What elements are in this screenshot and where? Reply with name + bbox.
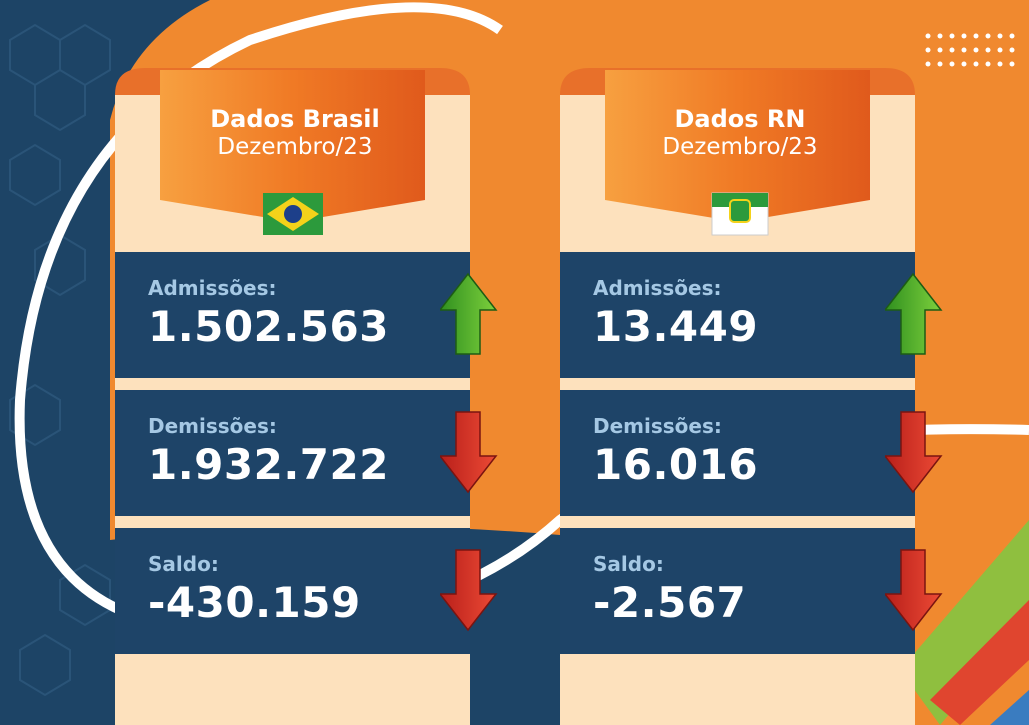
trend-arrow bbox=[885, 272, 943, 355]
panel-title: Dados Brasil bbox=[210, 105, 380, 133]
panel: Dados Brasil Dezembro/23 Admissões: 1.502.5… bbox=[115, 0, 498, 725]
panel-title: Dados RN bbox=[674, 105, 806, 133]
stat-label: Demissões: bbox=[148, 414, 277, 438]
stat-value: 1.502.563 bbox=[148, 302, 389, 351]
panel-subtitle: Dezembro/23 bbox=[662, 134, 818, 160]
stat-value: 13.449 bbox=[593, 302, 759, 351]
stat-row: Demissões: 1.932.722 bbox=[115, 390, 498, 516]
stat-row: Admissões: 13.449 bbox=[560, 252, 943, 378]
stat-row: Demissões: 16.016 bbox=[560, 390, 943, 516]
stat-row: Saldo: -430.159 bbox=[115, 528, 498, 654]
stat-label: Saldo: bbox=[148, 552, 219, 576]
panel-subtitle: Dezembro/23 bbox=[217, 134, 373, 160]
stat-value: 1.932.722 bbox=[148, 440, 389, 489]
trend-arrow bbox=[440, 549, 498, 632]
stat-label: Saldo: bbox=[593, 552, 664, 576]
stat-value: -430.159 bbox=[148, 578, 361, 627]
ribbon bbox=[115, 68, 470, 235]
stat-label: Admissões: bbox=[593, 276, 722, 300]
stat-label: Demissões: bbox=[593, 414, 722, 438]
trend-arrow bbox=[885, 411, 943, 494]
trend-arrow bbox=[440, 272, 498, 355]
stat-value: -2.567 bbox=[593, 578, 747, 627]
stat-value: 16.016 bbox=[593, 440, 759, 489]
stat-row: Admissões: 1.502.563 bbox=[115, 252, 498, 378]
stat-row: Saldo: -2.567 bbox=[560, 528, 943, 654]
panel: Dados RN Dezembro/23 Admissões: 13.449 Demis… bbox=[560, 0, 943, 725]
trend-arrow bbox=[440, 411, 498, 494]
ribbon bbox=[560, 68, 915, 236]
stat-label: Admissões: bbox=[148, 276, 277, 300]
trend-arrow bbox=[885, 549, 943, 632]
